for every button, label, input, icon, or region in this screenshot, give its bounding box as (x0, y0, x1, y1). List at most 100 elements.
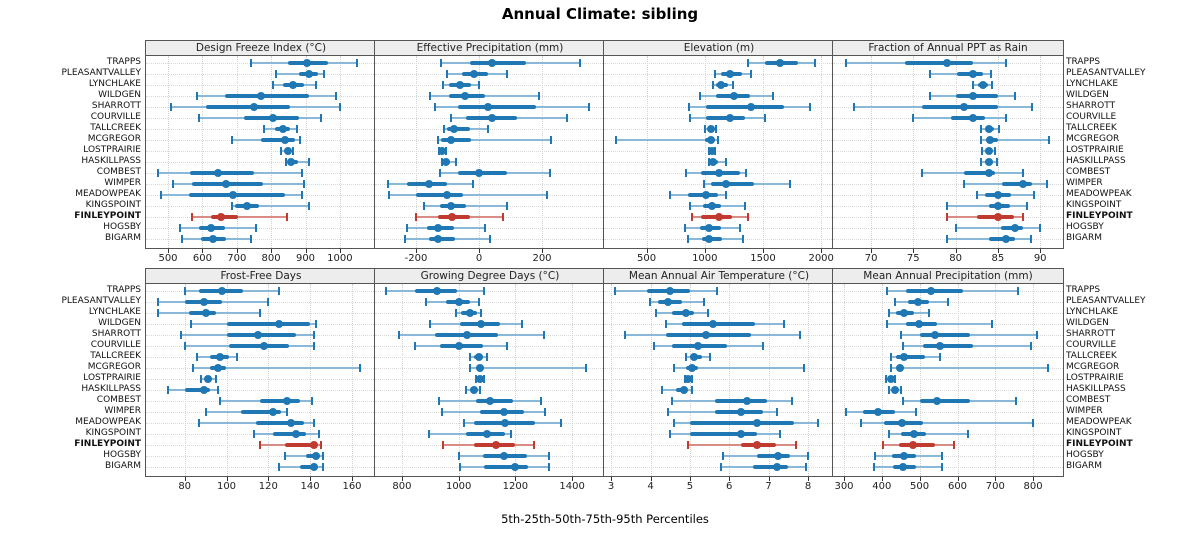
iqr-bar-25th-75th (955, 94, 998, 98)
axis-fraction-of-annual-ppt-as-rain: 70 75 80 85 90 (833, 249, 1063, 267)
whisker-5th-95th (891, 367, 1049, 369)
whisker-cap (429, 92, 432, 100)
median-dot (454, 298, 463, 306)
whisker-cap (313, 331, 316, 339)
median-dot (908, 441, 917, 449)
whisker-cap (745, 169, 748, 177)
whisker-cap (795, 441, 798, 449)
gridline-x (271, 56, 273, 248)
median-dot (985, 158, 994, 166)
site-label-lostprairie: LOSTPRAIRIE (83, 373, 141, 383)
gridline-row (146, 357, 376, 358)
median-dot (199, 386, 208, 394)
whisker-cap (429, 320, 432, 328)
whisker-cap (814, 59, 817, 67)
whisker-cap (1026, 202, 1029, 210)
axis-mean-annual-precipitation-mm: 300 400 500 600 700 800 (833, 477, 1063, 495)
whisker-cap (292, 147, 295, 155)
median-dot (216, 353, 225, 361)
median-dot (280, 136, 289, 144)
axis-tick (339, 249, 341, 253)
whisker-cap (484, 224, 487, 232)
median-dot (709, 320, 718, 328)
gridline-row (833, 140, 1063, 141)
whisker-5th-95th (887, 323, 992, 325)
whisker-cap (990, 70, 993, 78)
gridline-row (604, 63, 834, 64)
gridline-x (763, 56, 764, 248)
whisker-cap (979, 158, 982, 166)
axis-tick (168, 249, 169, 253)
whisker-cap (1005, 114, 1008, 122)
median-dot (726, 70, 735, 78)
whisker-cap (486, 353, 489, 361)
site-label-wildgen: WILDGEN (1066, 318, 1109, 328)
axis-tick-label: 500 (637, 253, 657, 264)
gridline-row (604, 456, 834, 457)
axis-tick-label: 700 (227, 253, 247, 264)
whisker-cap (510, 430, 513, 438)
median-dot (706, 125, 715, 133)
median-dot (500, 408, 509, 416)
whisker-cap (295, 125, 298, 133)
whisker-cap (724, 158, 727, 166)
median-dot (730, 92, 739, 100)
whisker-cap (707, 158, 710, 166)
median-dot (283, 147, 292, 155)
gridline-x (458, 284, 460, 476)
axis-tick-label: 300 (834, 481, 854, 492)
iqr-bar-25th-75th (299, 465, 319, 469)
site-label-kingspoint: KINGSPOINT (85, 428, 141, 438)
median-dot (456, 81, 465, 89)
median-dot (485, 397, 494, 405)
axis-tick (572, 477, 574, 481)
median-dot (936, 342, 945, 350)
whisker-cap (914, 408, 917, 416)
site-label-mcgregor: MCGREGOR (1066, 134, 1120, 144)
whisker-cap (684, 353, 687, 361)
median-dot (716, 81, 725, 89)
gridline-row (146, 390, 376, 391)
axis-tick-label: 6 (726, 481, 733, 492)
median-dot (483, 430, 492, 438)
gridline-x (515, 284, 517, 476)
site-label-pleasantvalley: PLEASANTVALLEY (61, 296, 141, 306)
median-dot (448, 213, 457, 221)
iqr-bar-25th-75th (689, 432, 757, 436)
site-label-mcgregor: MCGREGOR (87, 134, 141, 144)
whisker-cap (1047, 364, 1050, 372)
median-dot (899, 452, 908, 460)
whisker-cap (775, 408, 778, 416)
gridline-row (833, 390, 1063, 391)
axis-tick-label: 70 (864, 253, 878, 264)
iqr-bar-25th-75th (919, 399, 970, 403)
site-label-courville: COURVILLE (1066, 112, 1117, 122)
axis-tick-label: 7 (765, 481, 772, 492)
whisker-cap (939, 353, 942, 361)
gridline-x (401, 284, 403, 476)
iqr-bar-25th-75th (255, 421, 304, 425)
median-dot (454, 342, 463, 350)
whisker-cap (537, 92, 540, 100)
gridline-row (146, 74, 376, 75)
whisker-cap (215, 375, 218, 383)
whisker-cap (477, 81, 480, 89)
whisker-cap (928, 309, 931, 317)
whisker-cap (443, 125, 446, 133)
gridline-row (833, 162, 1063, 163)
gridline-x (339, 56, 341, 248)
gridline-row (375, 313, 605, 314)
panel-mean-annual-air-temperature-c: Mean Annual Air Temperature (°C) (603, 268, 835, 477)
panel-header-effective-precipitation-mm: Effective Precipitation (mm) (375, 41, 605, 56)
whisker-cap (359, 364, 362, 372)
whisker-5th-95th (285, 455, 323, 457)
whisker-cap (542, 331, 545, 339)
site-label-sharrott: SHARROTT (91, 101, 141, 111)
whisker-cap (170, 103, 173, 111)
site-label-bigarm: BIGARM (1066, 233, 1102, 243)
whisker-cap (803, 364, 806, 372)
axis-tick (650, 477, 652, 481)
axis-tick-label: 900 (295, 253, 316, 264)
panel-header-frost-free-days: Frost-Free Days (146, 269, 376, 284)
